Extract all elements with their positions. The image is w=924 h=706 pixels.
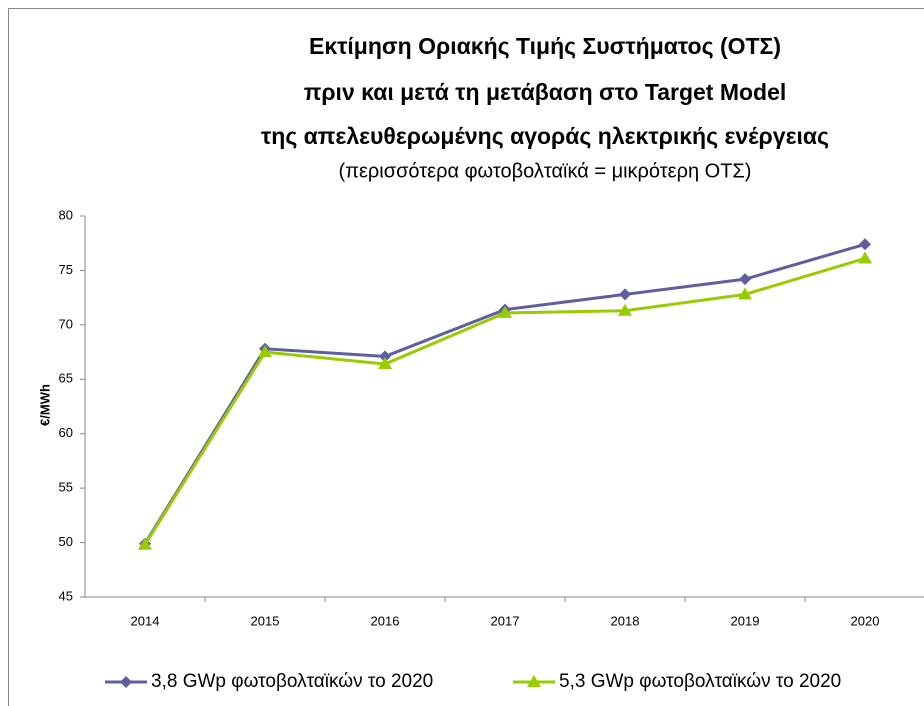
chart-border xyxy=(8,8,924,706)
x-tick-label: 2018 xyxy=(611,613,640,628)
y-tick-label: 75 xyxy=(59,262,73,277)
y-tick-label: 80 xyxy=(59,207,73,222)
data-point xyxy=(618,303,632,316)
chart-title: Εκτίμηση Οριακής Τιμής Συστήματος (ΟΤΣ) xyxy=(309,33,781,59)
x-tick-label: 2015 xyxy=(251,613,280,628)
data-point xyxy=(138,537,152,550)
x-tick-label: 2019 xyxy=(731,613,760,628)
data-point xyxy=(258,345,272,358)
data-point xyxy=(379,350,391,363)
x-tick-label: 2014 xyxy=(131,613,160,628)
chart-title: της απελευθερωμένης αγοράς ηλεκτρικής εν… xyxy=(261,123,829,149)
y-tick-label: 70 xyxy=(59,316,73,331)
x-tick-label: 2017 xyxy=(491,613,520,628)
y-tick-label: 60 xyxy=(59,425,73,440)
data-point xyxy=(859,238,871,251)
y-tick-label: 55 xyxy=(59,480,73,495)
legend-marker xyxy=(527,675,541,687)
data-point xyxy=(498,305,512,318)
x-tick-label: 2020 xyxy=(851,613,880,628)
data-point xyxy=(619,288,631,301)
legend-label: 3,8 GWp φωτοβολταϊκών το 2020 xyxy=(151,671,433,692)
y-tick-label: 45 xyxy=(59,588,73,603)
x-tick-label: 2016 xyxy=(371,613,400,628)
data-point xyxy=(738,287,752,300)
y-axis-label: €/MWh xyxy=(37,384,52,426)
legend-label: 5,3 GWp φωτοβολταϊκών το 2020 xyxy=(559,671,841,692)
data-point xyxy=(378,357,392,370)
chart-subtitle: (περισσότερα φωτοβολταϊκά = μικρότερη ΟΤ… xyxy=(339,160,752,182)
data-point xyxy=(739,273,751,286)
y-tick-label: 65 xyxy=(59,371,73,386)
y-tick-label: 50 xyxy=(59,534,73,549)
chart-title: πριν και μετά τη μετάβαση στο Target Mod… xyxy=(304,79,787,105)
data-point xyxy=(858,251,872,264)
legend-marker xyxy=(120,676,132,688)
